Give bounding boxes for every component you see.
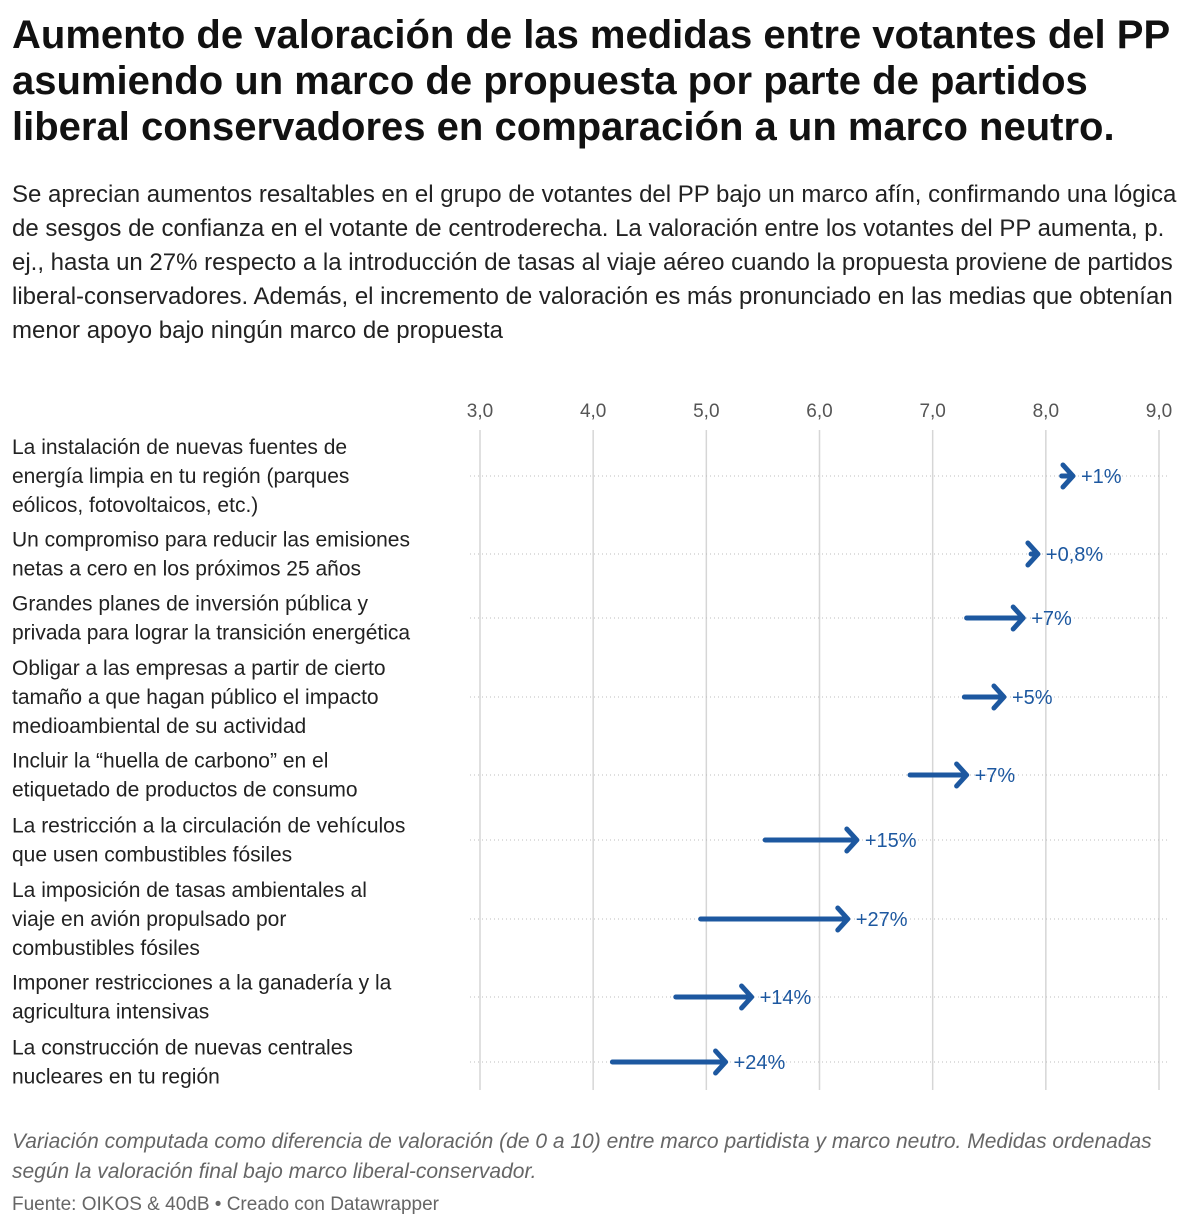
row-label-line: Grandes planes de inversión pública y xyxy=(12,593,369,616)
change-label: +7% xyxy=(1031,608,1072,630)
chart-row: La imposición de tasas ambientales al via… xyxy=(12,879,1167,960)
change-label: +1% xyxy=(1081,466,1122,488)
change-label: +24% xyxy=(734,1052,786,1074)
chart-row: La restricción a la circulación de vehíc… xyxy=(12,815,1167,867)
x-tick-label: 9,0 xyxy=(1146,401,1172,422)
change-label: +27% xyxy=(856,909,908,931)
x-tick-label: 4,0 xyxy=(580,401,606,422)
arrow-head xyxy=(1060,462,1076,490)
arrow-head xyxy=(991,683,1007,711)
chart-rows: La instalación de nuevas fuentes de energ… xyxy=(12,436,1167,1089)
chart-subtitle: Se aprecian aumentos resaltables en el g… xyxy=(12,181,1177,344)
row-label-line: La imposición de tasas ambientales al xyxy=(12,879,367,902)
change-label: +0,8% xyxy=(1046,544,1103,566)
grid-lines xyxy=(479,430,1160,1090)
row-label-line: Obligar a las empresas a partir de ciert… xyxy=(12,657,386,680)
arrow-head xyxy=(835,905,851,933)
row-label-line: La restricción a la circulación de vehíc… xyxy=(12,815,405,838)
chart-row: Obligar a las empresas a partir de ciert… xyxy=(12,657,1167,738)
x-tick-label: 6,0 xyxy=(806,401,832,422)
change-label: +5% xyxy=(1012,687,1053,709)
row-label-line: Incluir la “huella de carbono” en el xyxy=(12,750,328,773)
row-label-line: que usen combustibles fósiles xyxy=(12,844,292,867)
row-label-line: tamaño a que hagan público el impacto xyxy=(12,686,379,709)
chart-row: La construcción de nuevas centrales nucle… xyxy=(12,1037,1167,1089)
arrow-head xyxy=(954,761,970,789)
arrow-head xyxy=(739,983,755,1011)
row-label-line: eólicos, fotovoltaicos, etc.) xyxy=(12,494,258,517)
x-tick-label: 5,0 xyxy=(693,401,719,422)
change-label: +15% xyxy=(865,830,917,852)
row-label-line: privada para lograr la transición energé… xyxy=(12,622,410,645)
chart-row: Grandes planes de inversión pública y pri… xyxy=(12,593,1167,645)
chart-row: Imponer restricciones a la ganadería y l… xyxy=(12,972,1167,1024)
chart-row: Incluir la “huella de carbono” en el etiq… xyxy=(12,750,1167,802)
row-label-line: Un compromiso para reducir las emisiones xyxy=(12,529,410,552)
chart-title: Aumento de valoración de las medidas ent… xyxy=(12,13,1170,149)
row-label-line: medioambiental de su actividad xyxy=(12,715,306,738)
change-label: +7% xyxy=(975,765,1016,787)
chart-row: Un compromiso para reducir las emisiones… xyxy=(12,529,1167,581)
row-label-line: etiquetado de productos de consumo xyxy=(12,779,358,802)
arrow-chart: 3,0 4,0 5,0 6,0 7,0 8,0 9,0 La instalación de … xyxy=(12,401,1172,1090)
arrow-head xyxy=(844,826,860,854)
chart-row: La instalación de nuevas fuentes de energ… xyxy=(12,436,1167,517)
row-label-line: energía limpia en tu región (parques xyxy=(12,465,349,488)
row-label-line: nucleares en tu región xyxy=(12,1066,220,1089)
row-label-line: La construcción de nuevas centrales xyxy=(12,1037,353,1060)
arrow-head xyxy=(713,1048,729,1076)
row-label-line: viaje en avión propulsado por xyxy=(12,908,286,931)
arrow-head xyxy=(1010,604,1026,632)
chart-source: Fuente: OIKOS & 40dB • Creado con Datawr… xyxy=(12,1194,439,1215)
row-label-line: La instalación de nuevas fuentes de xyxy=(12,436,347,459)
chart-notes: Variación computada como diferencia de v… xyxy=(12,1130,1152,1183)
change-label: +14% xyxy=(760,987,812,1009)
x-tick-label: 8,0 xyxy=(1033,401,1059,422)
row-label-line: combustibles fósiles xyxy=(12,937,200,960)
arrow-head xyxy=(1025,540,1041,568)
x-tick-label: 7,0 xyxy=(919,401,945,422)
row-label-line: agricultura intensivas xyxy=(12,1001,209,1024)
x-axis-ticks: 3,0 4,0 5,0 6,0 7,0 8,0 9,0 xyxy=(467,401,1172,422)
row-label-line: Imponer restricciones a la ganadería y l… xyxy=(12,972,392,995)
row-label-line: netas a cero en los próximos 25 años xyxy=(12,558,361,581)
x-tick-label: 3,0 xyxy=(467,401,493,422)
